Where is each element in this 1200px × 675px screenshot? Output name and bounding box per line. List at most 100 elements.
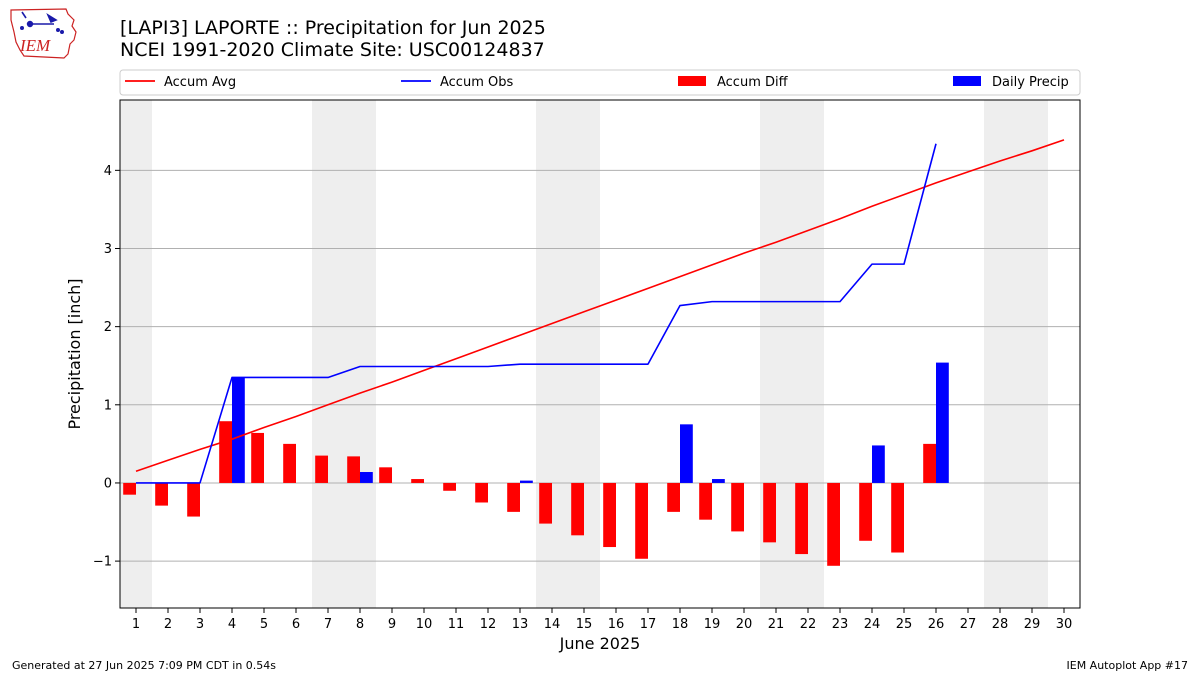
x-tick-label: 16 bbox=[608, 617, 625, 632]
y-tick-label: −1 bbox=[93, 555, 112, 570]
app-credit: IEM Autoplot App #17 bbox=[1066, 659, 1189, 672]
daily-precip-bar bbox=[712, 479, 725, 483]
accum-diff-bar bbox=[827, 482, 840, 566]
daily-precip-bar bbox=[360, 472, 373, 483]
accum-obs-line bbox=[136, 143, 937, 484]
x-tick-label: 19 bbox=[704, 617, 721, 632]
x-tick-label: 1 bbox=[132, 617, 140, 632]
x-tick-label: 30 bbox=[1056, 617, 1073, 632]
accum-diff-bar bbox=[923, 443, 936, 483]
x-tick-label: 2 bbox=[164, 617, 172, 632]
x-tick-label: 23 bbox=[832, 617, 849, 632]
lines bbox=[135, 139, 1065, 484]
accum-diff-bar bbox=[251, 432, 264, 483]
accum-diff-bar bbox=[315, 455, 328, 483]
x-tick-label: 9 bbox=[388, 617, 396, 632]
x-tick-label: 14 bbox=[544, 617, 561, 632]
accum-diff-bar bbox=[443, 482, 456, 491]
x-tick-label: 6 bbox=[292, 617, 300, 632]
x-tick-label: 17 bbox=[640, 617, 657, 632]
x-tick-label: 29 bbox=[1024, 617, 1041, 632]
accum-diff-bar bbox=[379, 467, 392, 483]
weekend-band-2 bbox=[536, 100, 600, 608]
y-tick-label: 4 bbox=[104, 164, 112, 179]
x-tick-label: 13 bbox=[512, 617, 529, 632]
accum-diff-bar bbox=[763, 482, 776, 543]
accum-diff-bar bbox=[635, 482, 648, 559]
accum-diff-bar bbox=[411, 479, 424, 483]
accum-avg-line bbox=[135, 139, 1065, 472]
generated-timestamp: Generated at 27 Jun 2025 7:09 PM CDT in … bbox=[12, 659, 277, 672]
legend-swatch-daily-precip bbox=[953, 76, 981, 86]
accum-diff-bar bbox=[603, 482, 616, 548]
y-tick-label: 0 bbox=[104, 476, 112, 491]
accum-diff-bar bbox=[219, 421, 232, 483]
x-axis-label: June 2025 bbox=[559, 634, 641, 653]
x-tick-label: 26 bbox=[928, 617, 945, 632]
accum-diff-bar bbox=[795, 482, 808, 555]
y-tick-label: 3 bbox=[104, 242, 112, 257]
iowa-state-outline-icon bbox=[10, 8, 77, 59]
bars bbox=[123, 362, 949, 566]
daily-precip-bar bbox=[520, 480, 533, 483]
x-tick-label: 8 bbox=[356, 617, 364, 632]
accum-diff-bar bbox=[571, 482, 584, 536]
accum-diff-bar bbox=[283, 443, 296, 483]
accum-diff-bar bbox=[475, 482, 488, 503]
x-tick-label: 27 bbox=[960, 617, 977, 632]
y-tick-label: 1 bbox=[104, 398, 112, 413]
x-tick-label: 20 bbox=[736, 617, 753, 632]
accum-diff-bar bbox=[347, 456, 360, 483]
accum-diff-bar bbox=[155, 482, 168, 506]
y-axis: −1 0 1 2 3 4 bbox=[93, 164, 120, 570]
x-tick-label: 4 bbox=[228, 617, 236, 632]
accum-diff-bar bbox=[859, 482, 872, 541]
legend-swatch-accum-diff bbox=[678, 76, 706, 86]
x-tick-label: 21 bbox=[768, 617, 785, 632]
weekend-band-4 bbox=[984, 100, 1048, 608]
daily-precip-bar bbox=[936, 362, 949, 483]
legend: Accum Avg Accum Obs Accum Diff Daily Precip bbox=[119, 69, 1081, 96]
legend-label-accum-avg: Accum Avg bbox=[164, 75, 236, 90]
weekend-band-0 bbox=[120, 100, 152, 608]
x-tick-label: 10 bbox=[416, 617, 433, 632]
accum-diff-bar bbox=[507, 482, 520, 512]
y-tick-label: 2 bbox=[104, 320, 112, 335]
legend-label-accum-obs: Accum Obs bbox=[440, 75, 513, 90]
x-tick-label: 15 bbox=[576, 617, 593, 632]
accum-diff-bar bbox=[891, 482, 904, 553]
weekend-band-1 bbox=[312, 100, 376, 608]
gridlines bbox=[120, 169, 1080, 562]
x-tick-label: 12 bbox=[480, 617, 497, 632]
weather-symbols-icon bbox=[20, 11, 64, 34]
plot-frame bbox=[119, 99, 1081, 609]
iem-logo: IEM bbox=[10, 8, 77, 59]
daily-precip-bar bbox=[232, 377, 245, 483]
x-tick-label: 22 bbox=[800, 617, 817, 632]
legend-box bbox=[119, 69, 1081, 96]
x-tick-label: 7 bbox=[324, 617, 332, 632]
x-tick-label: 11 bbox=[448, 617, 465, 632]
accum-diff-bar bbox=[731, 482, 744, 532]
logo-text: IEM bbox=[19, 36, 51, 55]
accum-diff-bar bbox=[539, 482, 552, 524]
accum-diff-bar bbox=[123, 482, 136, 495]
daily-precip-bar bbox=[872, 445, 885, 483]
y-axis-label: Precipitation [inch] bbox=[65, 278, 84, 429]
x-tick-label: 3 bbox=[196, 617, 204, 632]
chart-title: [LAPI3] LAPORTE :: Precipitation for Jun… bbox=[120, 17, 546, 39]
accum-diff-bar bbox=[699, 482, 712, 520]
x-tick-label: 25 bbox=[896, 617, 913, 632]
x-tick-label: 5 bbox=[260, 617, 268, 632]
x-tick-label: 18 bbox=[672, 617, 689, 632]
x-axis: 1 2 3 4 5 6 7 8 9 10 11 12 13 14 15 16 17 18 19 20 21 22 23 24 2… bbox=[132, 608, 1072, 632]
chart-subtitle: NCEI 1991-2020 Climate Site: USC00124837 bbox=[120, 39, 545, 61]
daily-precip-bar bbox=[680, 424, 693, 483]
accum-diff-bar bbox=[667, 482, 680, 512]
legend-label-daily-precip: Daily Precip bbox=[992, 75, 1069, 90]
accum-diff-bar bbox=[187, 482, 200, 517]
x-tick-label: 28 bbox=[992, 617, 1009, 632]
x-tick-label: 24 bbox=[864, 617, 881, 632]
legend-label-accum-diff: Accum Diff bbox=[717, 75, 789, 90]
